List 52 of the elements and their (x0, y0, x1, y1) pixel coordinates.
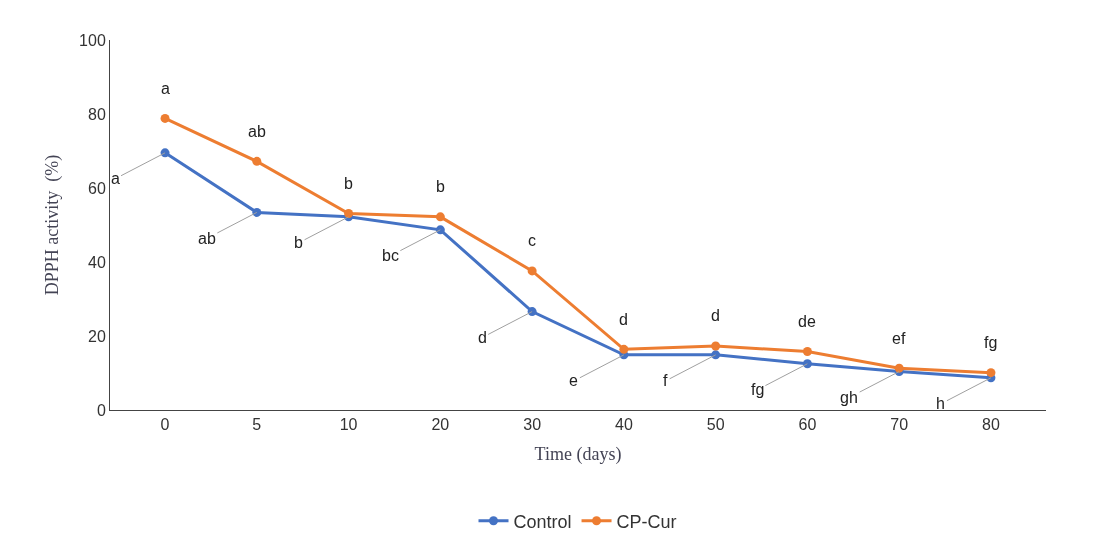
annotation: fg (984, 334, 998, 351)
point (619, 344, 629, 354)
annotation: c (528, 232, 536, 249)
annotation: ef (892, 330, 906, 347)
annotation: a (161, 80, 170, 97)
annotation: bc (382, 247, 399, 264)
x-tick-label: 40 (614, 416, 633, 434)
point (802, 347, 812, 357)
annotation: gh (840, 389, 858, 406)
x-tick-label: 70 (890, 416, 909, 434)
point (802, 359, 812, 369)
legend-label: Control (513, 511, 572, 532)
y-tick-label: 100 (79, 31, 106, 49)
annotation: b (294, 234, 303, 251)
point (435, 212, 445, 222)
x-tick-label: 5 (252, 416, 262, 434)
annotation: ab (248, 123, 266, 140)
point (894, 363, 904, 373)
y-tick-label: 0 (96, 401, 106, 419)
point (435, 225, 445, 235)
annotation: a (111, 170, 120, 187)
x-tick-label: 50 (706, 416, 725, 434)
annotation: f (663, 372, 668, 389)
x-tick-label: 20 (431, 416, 450, 434)
x-axis-title: Time (days) (534, 444, 622, 466)
legend-label: CP-Cur (616, 511, 677, 532)
point (160, 113, 170, 123)
annotation: h (936, 395, 945, 412)
x-tick-label: 0 (160, 416, 170, 434)
point (711, 341, 721, 351)
point (527, 266, 537, 276)
annotation: de (798, 313, 816, 330)
y-tick-label: 40 (88, 253, 106, 271)
annotation: e (569, 372, 578, 389)
y-tick-label: 20 (88, 327, 106, 345)
annotation: d (478, 329, 487, 346)
x-tick-label: 80 (982, 416, 1000, 434)
y-axis-title: DPPH activity (%) (42, 154, 64, 296)
x-tick-label: 60 (798, 416, 817, 434)
y-tick-label: 80 (88, 105, 106, 123)
annotation: ab (198, 230, 216, 247)
annotation: d (711, 307, 720, 324)
annotation: d (619, 311, 628, 328)
point (252, 207, 262, 217)
x-tick-label: 30 (523, 416, 542, 434)
point (986, 368, 996, 378)
annotation: b (436, 178, 445, 195)
x-tick-label: 10 (339, 416, 358, 434)
annotation: fg (751, 381, 765, 398)
annotation: b (344, 175, 353, 192)
point (252, 156, 262, 166)
y-tick-label: 60 (88, 179, 106, 197)
